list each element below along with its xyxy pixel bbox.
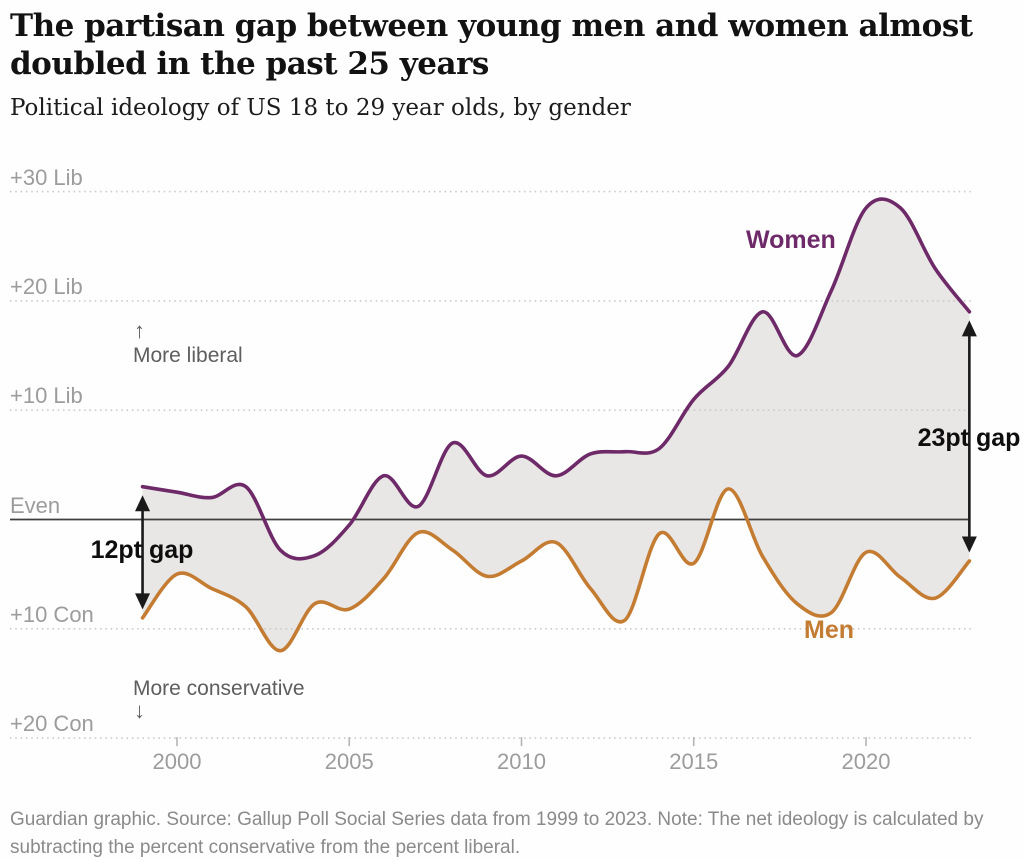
x-axis-label: 2020 — [841, 749, 891, 774]
men-series-label: Men — [804, 616, 854, 644]
x-axis-label: 2010 — [497, 749, 546, 774]
y-axis-label: +10 Lib — [10, 383, 83, 409]
more-liberal-note: More liberal — [133, 344, 243, 367]
source-note-line1: Guardian graphic. Source: Gallup Poll So… — [10, 809, 984, 830]
gap-arrow-2023 — [961, 320, 977, 553]
gridlines-overlay — [10, 190, 972, 739]
gap-arrowhead — [961, 320, 977, 337]
more-conservative-arrow-icon: ↓ — [134, 698, 145, 723]
y-axis-label: Even — [10, 492, 61, 518]
y-axis-label: +20 Con — [10, 711, 94, 737]
gap-arrowhead — [961, 536, 977, 553]
more-liberal-arrow-icon: ↑ — [134, 318, 145, 343]
gap-arrowhead — [135, 495, 151, 512]
gap-label-2023: 23pt gap — [917, 424, 1021, 452]
men-series-line — [140, 487, 972, 653]
gap-arrow-1999 — [135, 495, 151, 610]
gap-fill-area — [142, 199, 970, 651]
chart-title-line1: The partisan gap between young men and w… — [10, 8, 973, 44]
chart-title-line2: doubled in the past 25 years — [10, 46, 489, 82]
chart-subtitle: Political ideology of US 18 to 29 year o… — [10, 95, 631, 121]
source-note-line2: subtracting the percent conservative fro… — [10, 837, 521, 858]
gap-label-1999: 12pt gap — [90, 536, 194, 564]
x-axis-label: 2005 — [324, 749, 374, 774]
more-conservative-note: More conservative — [133, 677, 305, 700]
y-axis-label: +30 Lib — [10, 164, 83, 190]
gap-arrowhead — [135, 593, 151, 610]
y-axis-label: +20 Lib — [10, 273, 83, 299]
x-axis-label: 2015 — [669, 749, 719, 774]
y-axis-label: +10 Con — [10, 601, 94, 627]
women-series-line — [140, 197, 972, 561]
x-axis-label: 2000 — [152, 749, 202, 774]
x-axis-ticks — [176, 737, 867, 747]
women-series-label: Women — [746, 226, 836, 254]
